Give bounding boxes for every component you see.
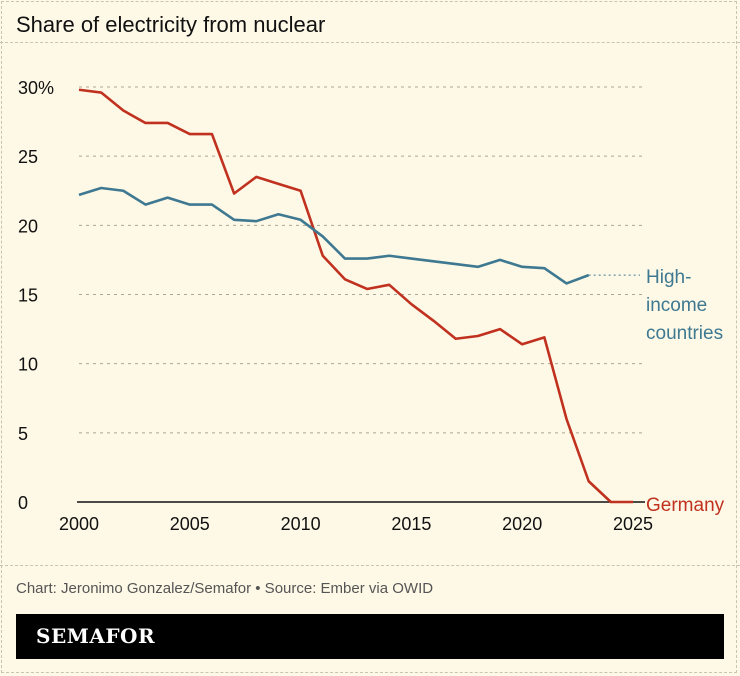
x-tick-label: 2020 [502,514,542,534]
chart-title: Share of electricity from nuclear [16,12,326,37]
brand-bar: SEMAFOR [16,614,724,659]
chart-credit: Chart: Jeronimo Gonzalez/Semafor • Sourc… [16,580,434,597]
series-label: countries [646,323,723,344]
y-tick-label: 20 [18,216,38,236]
y-tick-label: 30% [18,78,54,98]
x-tick-label: 2025 [613,514,653,534]
series-line-high-income [78,186,590,285]
x-tick-label: 2010 [281,514,321,534]
y-tick-label: 5 [18,424,28,444]
series-line-germany [78,88,633,504]
series-label: Germany [646,495,725,516]
y-tick-label: 0 [18,493,28,513]
x-tick-label: 2015 [391,514,431,534]
y-tick-label: 15 [18,286,38,306]
divider [0,565,740,566]
x-tick-label: 2005 [170,514,210,534]
series-label: High- [646,267,691,288]
y-tick-label: 10 [18,355,38,375]
semafor-logo: SEMAFOR [36,624,156,648]
x-tick-label: 2000 [59,514,99,534]
divider [0,42,740,43]
y-tick-label: 25 [18,147,38,167]
series-label: income [646,295,707,316]
